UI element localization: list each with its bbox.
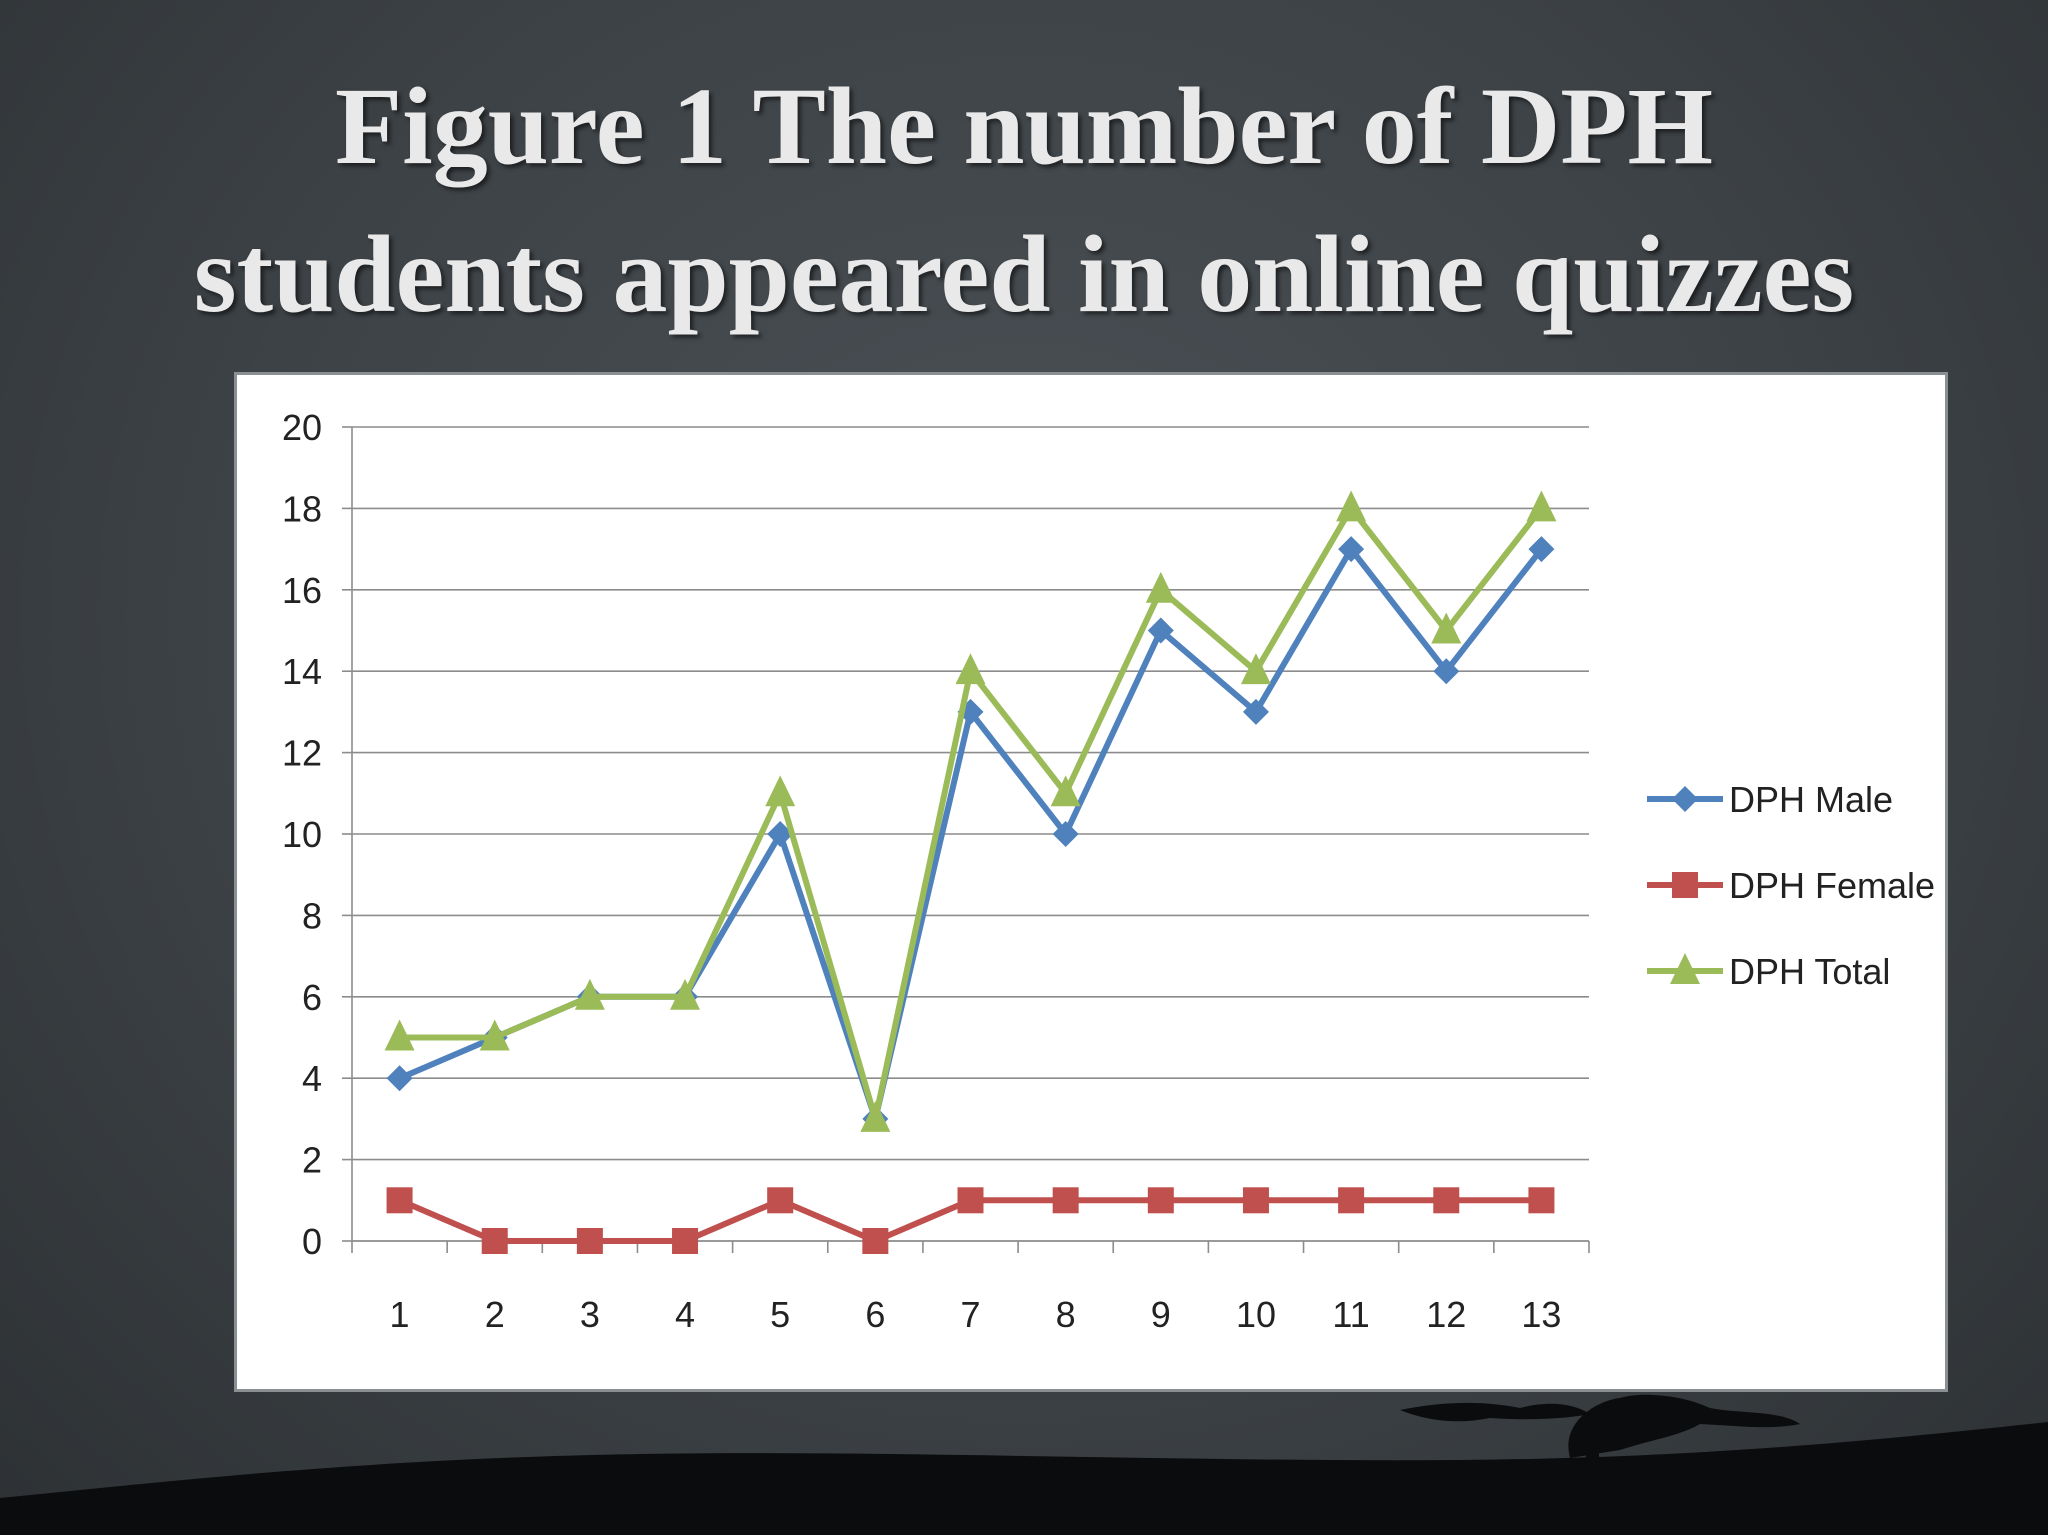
data-point-dph-male (1338, 536, 1365, 563)
data-point-dph-female (1528, 1187, 1555, 1214)
y-tick-label: 8 (302, 895, 322, 936)
x-tick-label: 5 (770, 1294, 790, 1335)
series-dph-total (384, 490, 1557, 1132)
data-point-dph-total (574, 978, 605, 1010)
legend-label: DPH Total (1729, 951, 1890, 992)
slide-title: Figure 1 The number of DPH students appe… (0, 52, 2048, 348)
legend-item-dph-male: DPH Male (1647, 779, 1893, 820)
x-tick-label: 4 (675, 1294, 695, 1335)
slide-title-line-1: Figure 1 The number of DPH (334, 65, 1714, 187)
x-tick-label: 8 (1056, 1294, 1076, 1335)
legend-item-dph-total: DPH Total (1647, 951, 1890, 992)
y-tick-label: 0 (302, 1221, 322, 1262)
data-point-dph-female (767, 1187, 794, 1214)
data-point-dph-female (1242, 1187, 1269, 1214)
y-tick-label: 16 (282, 570, 322, 611)
legend: DPH Male DPH Female DPH Total (1647, 779, 1935, 992)
data-point-dph-total (955, 653, 986, 685)
series-dph-female (386, 1187, 1555, 1254)
x-tick-label: 13 (1521, 1294, 1561, 1335)
data-point-dph-male (767, 821, 794, 847)
data-point-dph-male (1242, 698, 1269, 725)
legend-item-dph-female: DPH Female (1647, 865, 1935, 906)
legend-label: DPH Male (1729, 779, 1893, 820)
data-point-dph-female (862, 1228, 889, 1254)
y-tick-label: 10 (282, 814, 322, 855)
data-point-dph-male (386, 1065, 413, 1092)
data-point-dph-total (670, 978, 701, 1010)
x-tick-label: 6 (865, 1294, 885, 1335)
data-point-dph-female (576, 1228, 603, 1254)
x-tick-label: 10 (1236, 1294, 1276, 1335)
data-point-dph-female (386, 1187, 413, 1214)
x-tick-label: 12 (1426, 1294, 1466, 1335)
data-point-dph-female (1147, 1187, 1174, 1214)
data-point-dph-female (481, 1228, 508, 1254)
data-point-dph-total (479, 1019, 510, 1051)
x-tick-label: 7 (960, 1294, 980, 1335)
data-point-dph-total (1526, 490, 1557, 522)
legend-label: DPH Female (1729, 865, 1935, 906)
chart-frame: 0 2 4 6 8 10 12 14 16 18 20 1 2 3 4 5 6 7 8 9 10 11 12 13 DPH M… (234, 372, 1948, 1392)
data-point-dph-female (672, 1228, 699, 1254)
x-tick-label: 2 (485, 1294, 505, 1335)
data-point-dph-male (1052, 821, 1079, 847)
legend-marker-diamond (1672, 786, 1698, 812)
x-tick-label: 11 (1332, 1294, 1369, 1335)
data-point-dph-male (1528, 536, 1555, 563)
data-point-dph-total (860, 1100, 891, 1132)
slide-title-line-2: students appeared in online quizzes (193, 213, 1855, 335)
data-point-dph-total (1050, 775, 1081, 807)
data-point-dph-male (1147, 617, 1174, 644)
data-point-dph-total (1145, 571, 1176, 603)
y-tick-label: 14 (282, 651, 322, 692)
data-point-dph-total (765, 775, 796, 807)
x-tick-label: 1 (390, 1294, 410, 1335)
tree-silhouette (1400, 1394, 1800, 1462)
data-point-dph-total (384, 1019, 415, 1051)
x-tick-label: 3 (580, 1294, 600, 1335)
x-tick-label: 9 (1151, 1294, 1171, 1335)
data-point-dph-female (1433, 1187, 1460, 1214)
y-tick-label: 4 (302, 1058, 322, 1099)
data-point-dph-total (1240, 653, 1271, 685)
data-point-dph-female (1052, 1187, 1079, 1214)
series-lines (384, 490, 1557, 1254)
data-point-dph-male (1433, 658, 1460, 685)
data-point-dph-female (1338, 1187, 1365, 1214)
ground-silhouette (0, 1394, 2048, 1535)
y-tick-label: 20 (282, 407, 322, 448)
data-point-dph-total (1431, 612, 1462, 644)
y-tick-label: 6 (302, 977, 322, 1018)
y-tick-label: 18 (282, 488, 322, 529)
data-point-dph-female (957, 1187, 984, 1214)
series-line-dph-total (399, 503, 1544, 1120)
y-tick-label: 2 (302, 1140, 322, 1181)
legend-marker-triangle (1670, 953, 1700, 984)
data-point-dph-total (1336, 490, 1367, 522)
gridlines (352, 426, 1589, 1242)
legend-marker-square (1672, 872, 1698, 898)
y-tick-label: 12 (282, 733, 322, 774)
